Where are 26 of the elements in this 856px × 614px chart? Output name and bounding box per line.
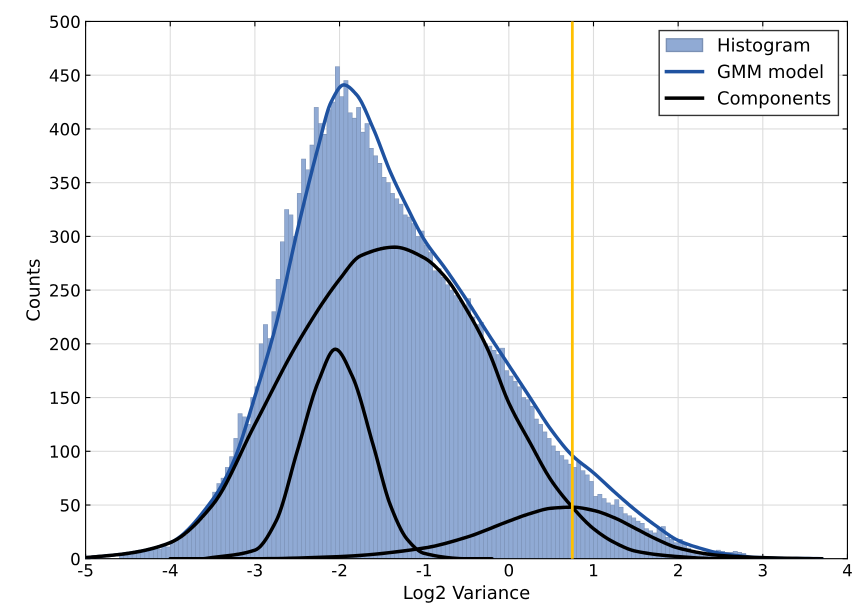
y-tick-label: 300 (50, 230, 80, 243)
x-tick-label: -1 (416, 564, 431, 576)
x-axis-title: Log2 Variance (404, 585, 530, 603)
y-axis-title: Counts (26, 259, 40, 321)
x-tick-label: 1 (590, 564, 598, 576)
y-tick-label: 450 (50, 69, 80, 82)
legend-label: Histogram (718, 38, 810, 56)
y-tick-label: 500 (50, 15, 80, 28)
y-tick-label: 200 (50, 338, 80, 350)
x-tick-label: -2 (332, 564, 346, 576)
y-tick-label: 100 (50, 445, 80, 458)
y-tick-label: 150 (50, 392, 80, 404)
legend-label: Components (718, 91, 830, 108)
x-tick-label: -4 (162, 564, 178, 576)
x-tick-label: 3 (758, 564, 767, 576)
x-tick-label: 2 (674, 564, 682, 576)
y-tick-label: 0 (71, 552, 80, 566)
x-tick-label: -3 (247, 564, 262, 576)
y-tick-label: 250 (50, 284, 80, 297)
x-tick-label: 0 (504, 564, 514, 576)
x-tick-label: -5 (78, 564, 92, 576)
y-tick-label: 350 (50, 176, 80, 190)
x-tick-label: 4 (842, 564, 852, 576)
y-tick-label: 50 (60, 498, 80, 512)
legend-label: GMM model (718, 64, 822, 78)
y-tick-label: 400 (50, 122, 80, 136)
